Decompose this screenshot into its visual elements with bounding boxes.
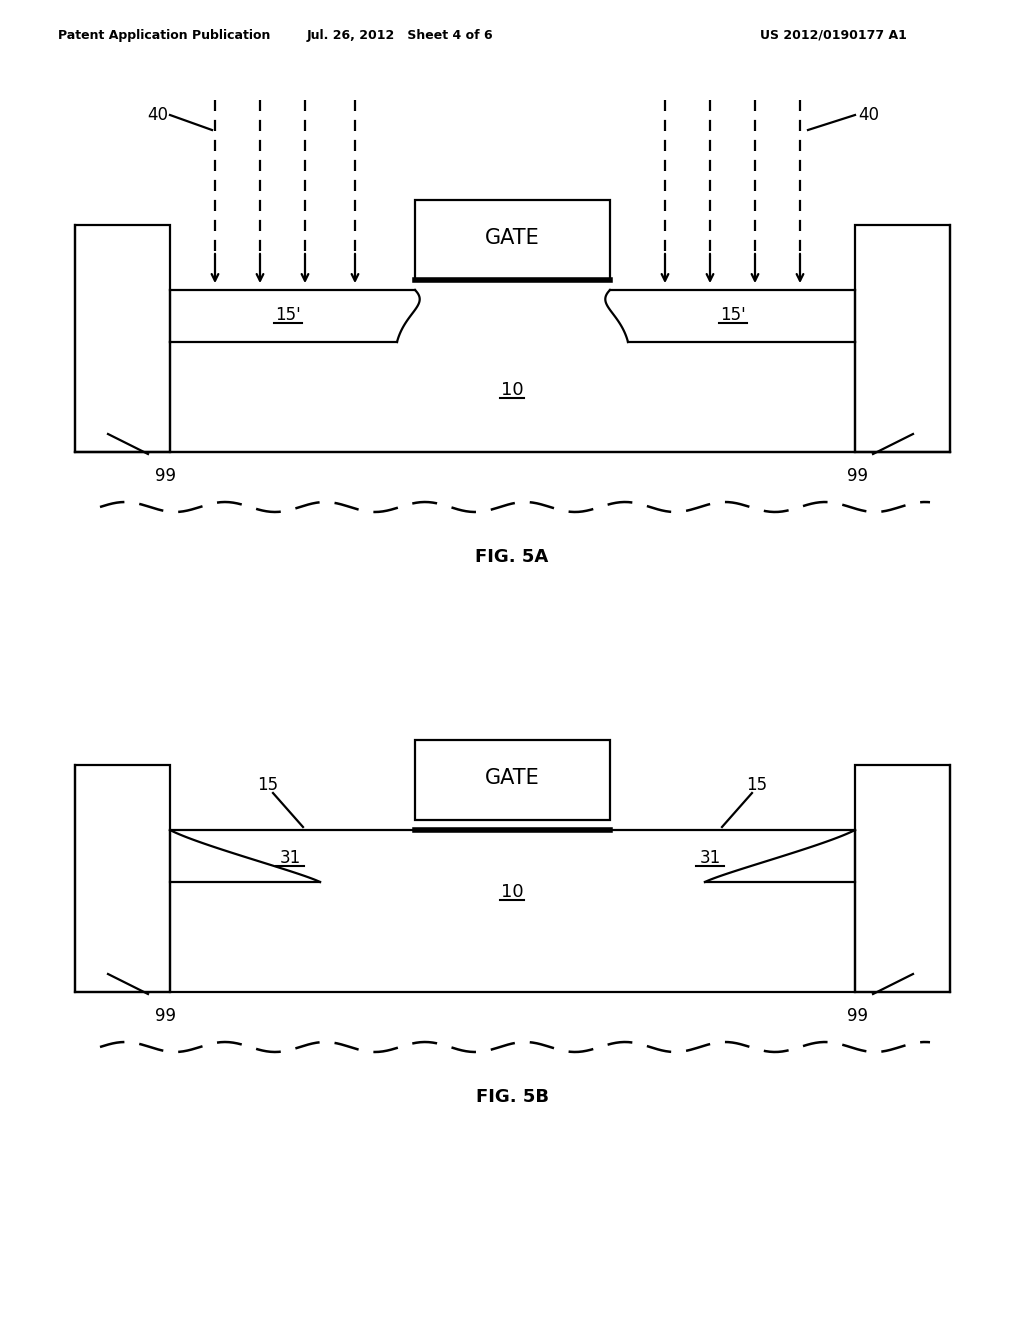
Bar (75, 766, 170, 993)
Text: Jul. 26, 2012   Sheet 4 of 6: Jul. 26, 2012 Sheet 4 of 6 (306, 29, 494, 41)
Bar (75, 224, 170, 451)
Bar (415, 201, 610, 280)
Text: Patent Application Publication: Patent Application Publication (58, 29, 270, 41)
Bar (415, 741, 610, 820)
Bar (855, 766, 950, 993)
Text: 99: 99 (848, 467, 868, 484)
Text: 15': 15' (275, 306, 301, 323)
Text: 15: 15 (257, 776, 279, 795)
Text: FIG. 5A: FIG. 5A (475, 548, 549, 566)
Text: 10: 10 (501, 381, 523, 399)
Text: 10: 10 (501, 883, 523, 902)
Text: 99: 99 (848, 1007, 868, 1026)
Text: 99: 99 (155, 467, 175, 484)
Text: 31: 31 (280, 849, 301, 867)
Text: 31: 31 (699, 849, 721, 867)
Text: 40: 40 (858, 106, 879, 124)
Text: US 2012/0190177 A1: US 2012/0190177 A1 (760, 29, 907, 41)
Text: 99: 99 (155, 1007, 175, 1026)
Text: FIG. 5B: FIG. 5B (475, 1088, 549, 1106)
Text: GATE: GATE (485, 228, 540, 248)
Text: 15: 15 (746, 776, 768, 795)
Text: 40: 40 (147, 106, 168, 124)
Bar (855, 224, 950, 451)
Text: GATE: GATE (485, 768, 540, 788)
Text: 15': 15' (720, 306, 745, 323)
